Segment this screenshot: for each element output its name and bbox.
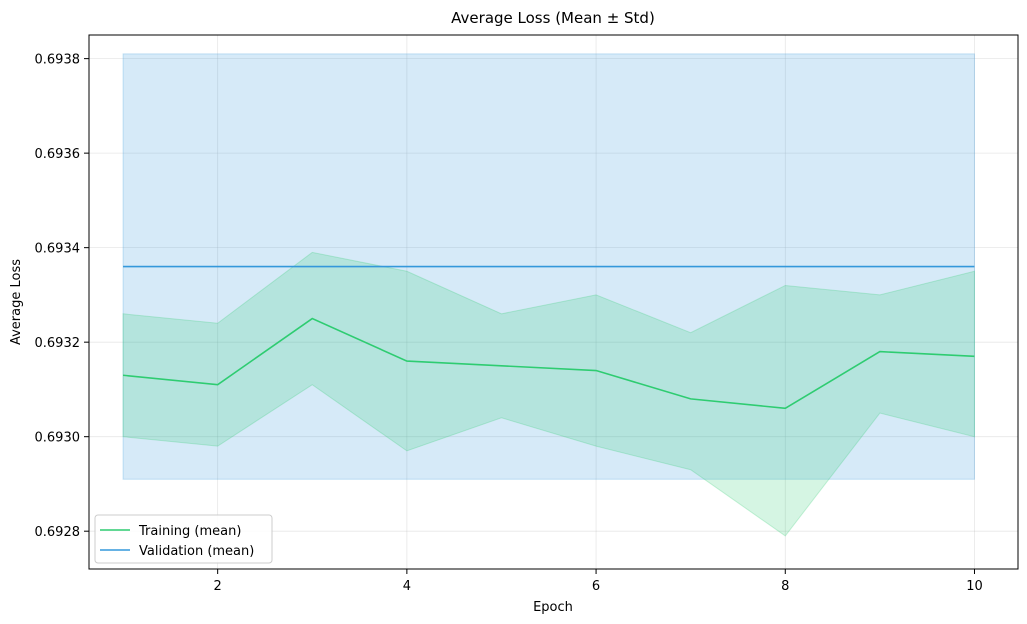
legend: Training (mean) Validation (mean) (94, 514, 273, 564)
x-tick-label: 10 (966, 579, 983, 594)
x-axis-label: Epoch (533, 600, 573, 615)
x-tick-label: 8 (781, 579, 789, 594)
y-tick-label: 0.6936 (35, 147, 81, 162)
y-axis-label: Average Loss (9, 259, 24, 345)
x-axis-ticks: 2 4 6 8 10 (214, 569, 983, 594)
std-band-training (122, 251, 975, 537)
x-tick-label: 4 (403, 579, 411, 594)
plot-frame (88, 34, 1019, 570)
x-tick-label: 2 (214, 579, 222, 594)
std-bands (122, 53, 975, 537)
y-axis-ticks: 0.6928 0.6930 0.6932 0.6934 0.6936 0.6938 (35, 53, 89, 540)
legend-label-validation: Validation (mean) (139, 544, 254, 559)
y-tick-label: 0.6932 (35, 336, 81, 351)
legend-label-training: Training (mean) (138, 524, 241, 539)
y-tick-label: 0.6930 (35, 431, 81, 446)
y-tick-label: 0.6934 (35, 242, 81, 257)
y-tick-label: 0.6928 (35, 525, 81, 540)
x-tick-label: 6 (592, 579, 600, 594)
y-tick-label: 0.6938 (35, 53, 81, 68)
chart-title: Average Loss (Mean ± Std) (451, 9, 655, 27)
mean-lines (122, 265, 975, 410)
mean-line-training (122, 317, 975, 410)
legend-box (94, 514, 273, 564)
